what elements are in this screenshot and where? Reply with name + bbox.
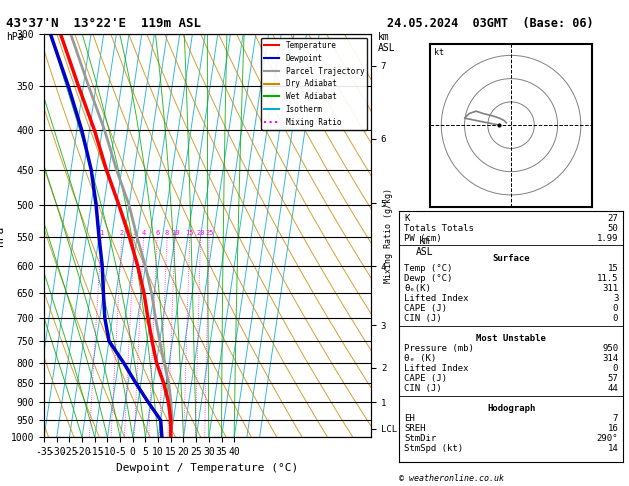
Text: Lifted Index: Lifted Index xyxy=(404,364,469,373)
Text: 0: 0 xyxy=(613,304,618,313)
Text: θₑ (K): θₑ (K) xyxy=(404,354,436,363)
Text: 2: 2 xyxy=(120,230,124,236)
Text: 4: 4 xyxy=(142,230,146,236)
Text: Pressure (mb): Pressure (mb) xyxy=(404,344,474,353)
Text: 6: 6 xyxy=(155,230,159,236)
Text: 0: 0 xyxy=(613,314,618,323)
Text: 11.5: 11.5 xyxy=(597,274,618,283)
Text: 15: 15 xyxy=(608,264,618,273)
Text: 1.99: 1.99 xyxy=(597,234,618,243)
Text: Lifted Index: Lifted Index xyxy=(404,294,469,303)
Text: EH: EH xyxy=(404,414,415,423)
Text: 24.05.2024  03GMT  (Base: 06): 24.05.2024 03GMT (Base: 06) xyxy=(387,17,593,30)
Text: 25: 25 xyxy=(205,230,213,236)
Text: 3: 3 xyxy=(613,294,618,303)
Text: CIN (J): CIN (J) xyxy=(404,314,442,323)
Y-axis label: km
ASL: km ASL xyxy=(416,236,433,257)
Text: 15: 15 xyxy=(186,230,194,236)
Text: PW (cm): PW (cm) xyxy=(404,234,442,243)
Y-axis label: hPa: hPa xyxy=(0,226,5,246)
Text: 43°37'N  13°22'E  119m ASL: 43°37'N 13°22'E 119m ASL xyxy=(6,17,201,30)
Legend: Temperature, Dewpoint, Parcel Trajectory, Dry Adiabat, Wet Adiabat, Isotherm, Mi: Temperature, Dewpoint, Parcel Trajectory… xyxy=(261,38,367,130)
Text: 290°: 290° xyxy=(597,434,618,443)
Text: 314: 314 xyxy=(602,354,618,363)
Text: 0: 0 xyxy=(613,364,618,373)
Text: K: K xyxy=(404,214,409,223)
Text: © weatheronline.co.uk: © weatheronline.co.uk xyxy=(399,474,504,483)
Text: 16: 16 xyxy=(608,424,618,433)
Text: 8: 8 xyxy=(165,230,169,236)
Text: Temp (°C): Temp (°C) xyxy=(404,264,452,273)
Text: Mixing Ratio (g/kg): Mixing Ratio (g/kg) xyxy=(384,188,393,283)
Text: 1: 1 xyxy=(99,230,104,236)
Text: θₑ(K): θₑ(K) xyxy=(404,284,431,293)
Text: 311: 311 xyxy=(602,284,618,293)
Text: Hodograph: Hodograph xyxy=(487,404,535,413)
Text: Totals Totals: Totals Totals xyxy=(404,224,474,233)
Text: 3: 3 xyxy=(132,230,136,236)
Text: 14: 14 xyxy=(608,444,618,453)
Text: SREH: SREH xyxy=(404,424,425,433)
Text: 20: 20 xyxy=(196,230,205,236)
Text: 7: 7 xyxy=(613,414,618,423)
Text: 44: 44 xyxy=(608,384,618,393)
Text: CAPE (J): CAPE (J) xyxy=(404,304,447,313)
Text: kt: kt xyxy=(434,49,444,57)
Text: km
ASL: km ASL xyxy=(377,32,395,53)
X-axis label: Dewpoint / Temperature (°C): Dewpoint / Temperature (°C) xyxy=(116,463,299,473)
Text: 50: 50 xyxy=(608,224,618,233)
Text: CIN (J): CIN (J) xyxy=(404,384,442,393)
Text: 950: 950 xyxy=(602,344,618,353)
Text: hPa: hPa xyxy=(6,32,24,42)
Text: Most Unstable: Most Unstable xyxy=(476,334,546,343)
Text: Dewp (°C): Dewp (°C) xyxy=(404,274,452,283)
Text: 27: 27 xyxy=(608,214,618,223)
Text: Surface: Surface xyxy=(493,254,530,263)
Text: 57: 57 xyxy=(608,374,618,383)
Text: StmSpd (kt): StmSpd (kt) xyxy=(404,444,463,453)
Text: 10: 10 xyxy=(170,230,179,236)
Text: StmDir: StmDir xyxy=(404,434,436,443)
Text: CAPE (J): CAPE (J) xyxy=(404,374,447,383)
